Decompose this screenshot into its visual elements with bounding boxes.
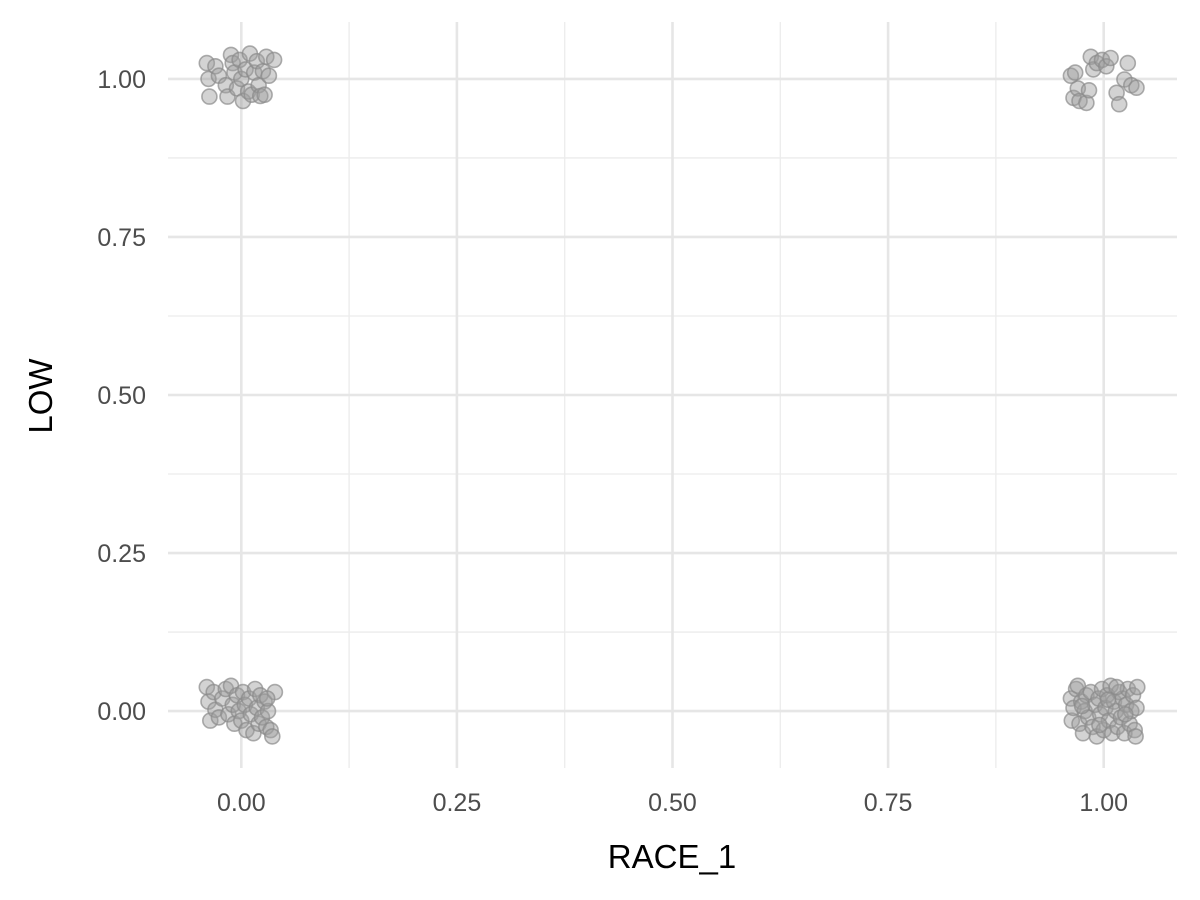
x-axis-title: RACE_1 (608, 838, 736, 875)
y-tick-label: 0.75 (97, 224, 146, 252)
data-points (198, 45, 1146, 745)
data-point (260, 67, 278, 84)
y-tick-label: 0.00 (97, 698, 146, 726)
x-tick-label: 0.75 (864, 789, 913, 817)
data-point (237, 61, 254, 78)
data-point (1128, 79, 1145, 96)
data-point (207, 58, 224, 75)
data-point (1102, 49, 1119, 67)
data-point (253, 709, 271, 726)
data-point (224, 696, 241, 714)
data-point (1117, 705, 1134, 723)
x-tick-label: 0.00 (217, 789, 266, 817)
data-point (200, 70, 217, 88)
data-point (263, 728, 281, 745)
y-tick-label: 1.00 (97, 66, 146, 94)
data-point (259, 702, 277, 720)
y-axis-title: LOW (22, 358, 59, 434)
data-point (1073, 697, 1091, 715)
data-point (1129, 678, 1146, 696)
data-point (205, 683, 222, 701)
data-point (1080, 82, 1098, 99)
data-point (262, 721, 279, 739)
x-tick-labels: 0.00 0.25 0.50 0.75 1.00 (217, 789, 1128, 817)
data-point (1124, 686, 1142, 704)
data-point (1062, 690, 1080, 707)
data-point (198, 54, 216, 72)
data-point (230, 702, 247, 720)
data-point (1126, 721, 1143, 739)
y-tick-label: 0.50 (97, 382, 146, 410)
x-tick-label: 0.50 (648, 789, 697, 817)
data-point (258, 690, 276, 707)
data-point (1066, 64, 1084, 81)
data-point (256, 86, 273, 103)
data-point (233, 712, 250, 729)
x-tick-label: 1.00 (1079, 789, 1128, 817)
data-point (1110, 95, 1128, 113)
data-point (1078, 94, 1095, 112)
data-point (1099, 691, 1117, 709)
y-tick-label: 0.25 (97, 540, 146, 568)
data-point (234, 92, 252, 110)
data-point (1127, 728, 1144, 745)
data-point (1098, 58, 1115, 75)
y-tick-labels: 0.00 0.25 0.50 0.75 1.00 (97, 66, 146, 726)
data-point (210, 709, 228, 726)
grid (168, 22, 1177, 768)
data-point (1108, 678, 1125, 696)
data-point (1091, 716, 1108, 734)
data-point (201, 88, 218, 105)
data-point (1119, 54, 1137, 72)
data-point (234, 683, 252, 701)
x-tick-label: 0.25 (433, 789, 482, 817)
data-point (265, 51, 283, 69)
